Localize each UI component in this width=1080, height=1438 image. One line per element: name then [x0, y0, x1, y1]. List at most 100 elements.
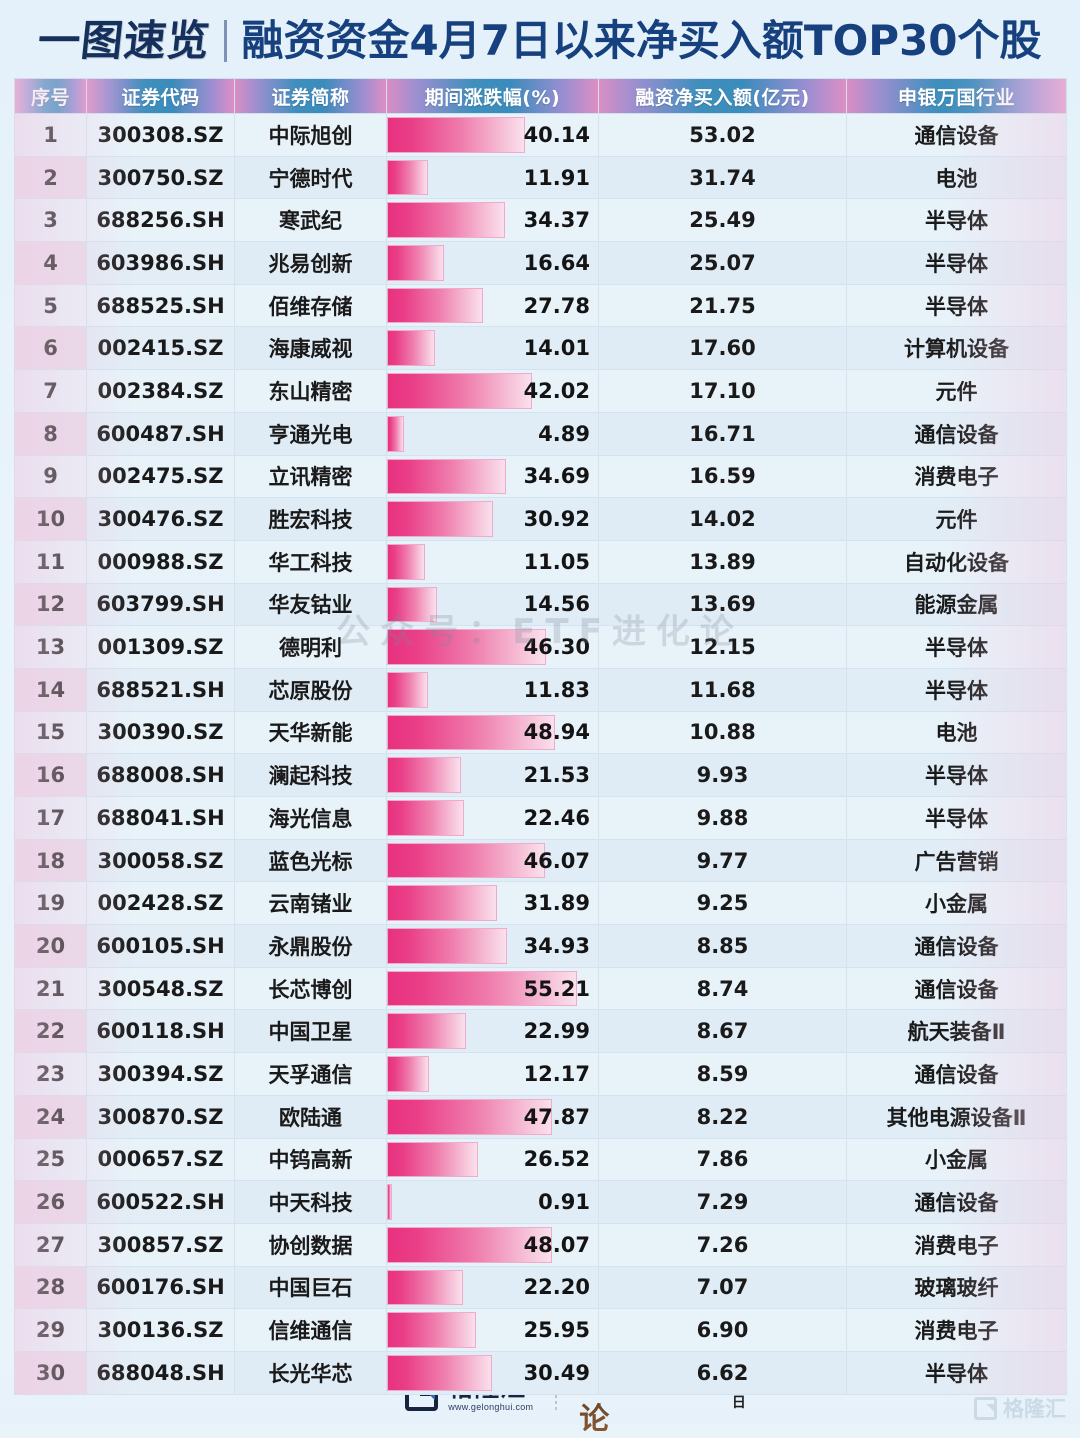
- cell-name: 立讯精密: [234, 454, 387, 499]
- cell-change-bar: 14.56: [386, 582, 599, 627]
- cell-change-bar: 0.91: [386, 1180, 599, 1224]
- table-row: 17 688041.SH 海光信息 22.46 9.88 半导体: [14, 796, 1067, 840]
- change-value: 0.91: [538, 1190, 590, 1215]
- table-row: 15 300390.SZ 天华新能 48.94 10.88 电池: [14, 710, 1067, 755]
- change-bar: [387, 1226, 553, 1263]
- cell-industry: 通信设备: [846, 1180, 1067, 1224]
- cell-code: 000988.SZ: [86, 539, 235, 584]
- cell-name: 中天科技: [234, 1180, 387, 1224]
- cell-industry: 半导体: [846, 667, 1067, 712]
- cell-name: 永鼎股份: [234, 924, 387, 968]
- change-bar: [387, 629, 547, 665]
- col-header-index: 序号: [14, 78, 87, 114]
- change-bar: [387, 202, 506, 239]
- cell-index: 2: [14, 155, 87, 200]
- cell-industry: 能源金属: [846, 582, 1067, 627]
- change-value: 46.30: [523, 635, 590, 660]
- cell-name: 华工科技: [234, 539, 387, 584]
- cell-code: 300390.SZ: [86, 710, 235, 755]
- cell-change-bar: 48.07: [386, 1222, 599, 1267]
- cell-name: 长芯博创: [234, 966, 387, 1011]
- change-bar: [387, 415, 404, 452]
- cell-name: 宁德时代: [234, 155, 387, 200]
- table-row: 4 603986.SH 兆易创新 16.64 25.07 半导体: [14, 241, 1067, 285]
- cell-industry: 小金属: [846, 881, 1067, 926]
- page-title: 融资资金4月7日以来净买入额TOP30个股: [241, 16, 1042, 65]
- cell-industry: 小金属: [846, 1137, 1067, 1182]
- cell-netbuy: 9.93: [598, 753, 847, 797]
- change-bar: [387, 928, 508, 964]
- cell-index: 17: [14, 796, 87, 840]
- cell-netbuy: 8.22: [598, 1094, 847, 1139]
- cell-netbuy: 17.60: [598, 326, 847, 371]
- cell-change-bar: 4.89: [386, 411, 599, 456]
- cell-index: 20: [14, 924, 87, 968]
- cell-code: 600105.SH: [86, 924, 235, 968]
- cell-name: 海康威视: [234, 326, 387, 371]
- change-value: 25.95: [523, 1318, 590, 1343]
- cell-code: 300750.SZ: [86, 155, 235, 200]
- change-value: 26.52: [523, 1147, 590, 1172]
- cell-code: 300476.SZ: [86, 497, 235, 541]
- cell-netbuy: 25.49: [598, 198, 847, 243]
- cell-industry: 半导体: [846, 283, 1067, 328]
- cell-industry: 其他电源设备Ⅱ: [846, 1094, 1067, 1139]
- table-body: 1 300308.SZ 中际旭创 40.14 53.02 通信设备 2 300750.SZ 宁德…: [14, 113, 1067, 1395]
- change-value: 55.21: [523, 976, 590, 1001]
- cell-change-bar: 46.07: [386, 838, 599, 883]
- change-value: 30.49: [523, 1360, 590, 1385]
- cell-netbuy: 12.15: [598, 625, 847, 669]
- cell-name: 兆易创新: [234, 241, 387, 285]
- cell-industry: 半导体: [846, 625, 1067, 669]
- cell-netbuy: 13.89: [598, 539, 847, 584]
- cell-netbuy: 8.74: [598, 966, 847, 1011]
- cell-industry: 自动化设备: [846, 539, 1067, 584]
- cell-netbuy: 31.74: [598, 155, 847, 200]
- cell-index: 10: [14, 497, 87, 541]
- table-row: 24 300870.SZ 欧陆通 47.87 8.22 其他电源设备Ⅱ: [14, 1094, 1067, 1139]
- change-bar: [387, 287, 483, 324]
- brand-url: www.gelonghui.com: [448, 1402, 534, 1412]
- cell-netbuy: 53.02: [598, 113, 847, 157]
- cell-index: 28: [14, 1265, 87, 1310]
- cell-change-bar: 30.92: [386, 497, 599, 541]
- cell-code: 688041.SH: [86, 796, 235, 840]
- change-value: 12.17: [523, 1061, 590, 1086]
- change-value: 40.14: [523, 122, 590, 147]
- table-row: 27 300857.SZ 协创数据 48.07 7.26 消费电子: [14, 1222, 1067, 1267]
- change-bar: [387, 1184, 392, 1220]
- change-bar: [387, 117, 525, 153]
- change-value: 42.02: [523, 378, 590, 403]
- change-bar: [387, 671, 428, 708]
- cell-industry: 电池: [846, 155, 1067, 200]
- change-bar: [387, 885, 497, 922]
- cell-code: 688521.SH: [86, 667, 235, 712]
- change-bar: [387, 1056, 429, 1092]
- change-value: 34.37: [523, 208, 590, 233]
- cell-netbuy: 6.62: [598, 1350, 847, 1395]
- cell-name: 亨通光电: [234, 411, 387, 456]
- table-header-row: 序号 证券代码 证券简称 期间涨跌幅(%) 融资净买入额(亿元) 申银万国行业: [14, 78, 1067, 114]
- cell-code: 300870.SZ: [86, 1094, 235, 1139]
- change-bar: [387, 714, 556, 751]
- cell-industry: 元件: [846, 497, 1067, 541]
- cell-code: 300548.SZ: [86, 966, 235, 1011]
- cell-index: 9: [14, 454, 87, 499]
- change-value: 34.69: [523, 464, 590, 489]
- change-bar: [387, 1141, 479, 1178]
- col-header-name: 证券简称: [234, 78, 387, 114]
- cell-industry: 通信设备: [846, 1052, 1067, 1096]
- change-bar: [387, 501, 494, 537]
- cell-name: 蓝色光标: [234, 838, 387, 883]
- cell-change-bar: 34.69: [386, 454, 599, 499]
- table-row: 19 002428.SZ 云南锗业 31.89 9.25 小金属: [14, 881, 1067, 926]
- cell-code: 600487.SH: [86, 411, 235, 456]
- cell-industry: 消费电子: [846, 454, 1067, 499]
- change-value: 48.94: [523, 720, 590, 745]
- cell-netbuy: 7.29: [598, 1180, 847, 1224]
- cell-change-bar: 22.20: [386, 1265, 599, 1310]
- change-bar: [387, 586, 438, 623]
- cell-netbuy: 14.02: [598, 497, 847, 541]
- change-bar: [387, 842, 546, 879]
- cell-name: 芯原股份: [234, 667, 387, 712]
